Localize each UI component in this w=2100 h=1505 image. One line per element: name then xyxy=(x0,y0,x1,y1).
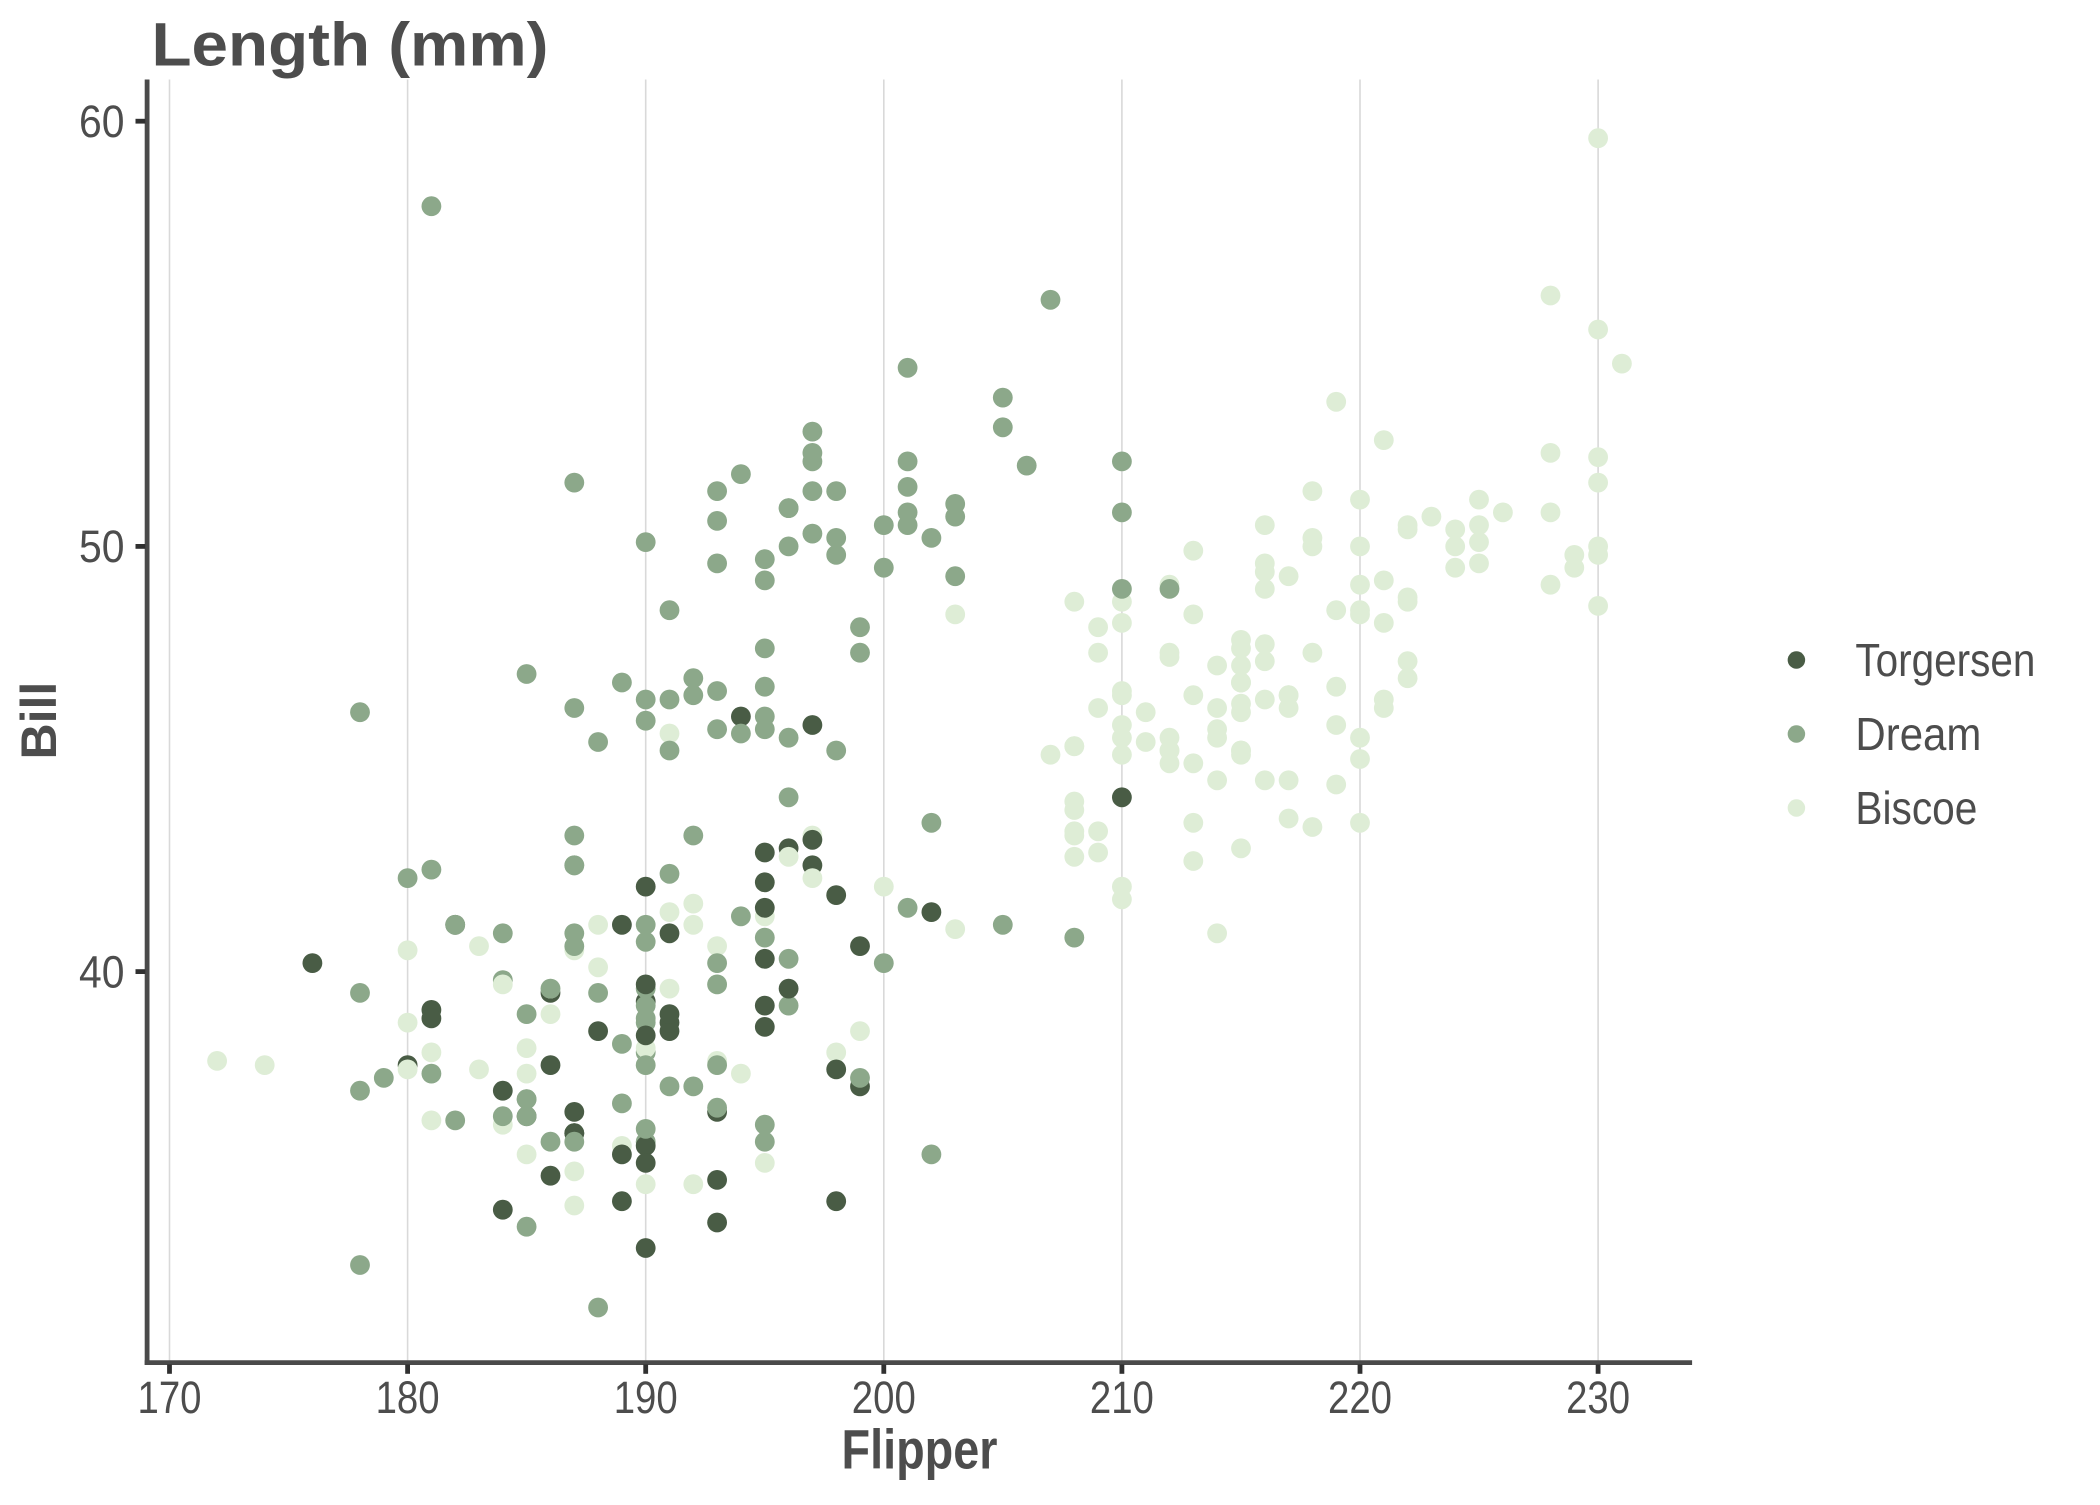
svg-text:180: 180 xyxy=(376,1372,440,1423)
svg-text:Biscoe: Biscoe xyxy=(1855,782,1977,834)
svg-text:60: 60 xyxy=(79,96,125,147)
svg-text:Flipper: Flipper xyxy=(842,1418,998,1481)
svg-text:Dream: Dream xyxy=(1855,708,1981,760)
svg-text:220: 220 xyxy=(1328,1372,1392,1423)
svg-text:170: 170 xyxy=(138,1372,202,1423)
svg-text:40: 40 xyxy=(79,946,125,997)
svg-text:190: 190 xyxy=(614,1372,678,1423)
svg-text:Length (mm): Length (mm) xyxy=(152,11,549,79)
svg-text:Bill: Bill xyxy=(11,682,67,760)
svg-text:210: 210 xyxy=(1090,1372,1154,1423)
svg-text:Torgersen: Torgersen xyxy=(1855,634,2035,686)
svg-text:50: 50 xyxy=(79,521,125,572)
svg-text:200: 200 xyxy=(852,1372,916,1423)
svg-text:230: 230 xyxy=(1566,1372,1630,1423)
